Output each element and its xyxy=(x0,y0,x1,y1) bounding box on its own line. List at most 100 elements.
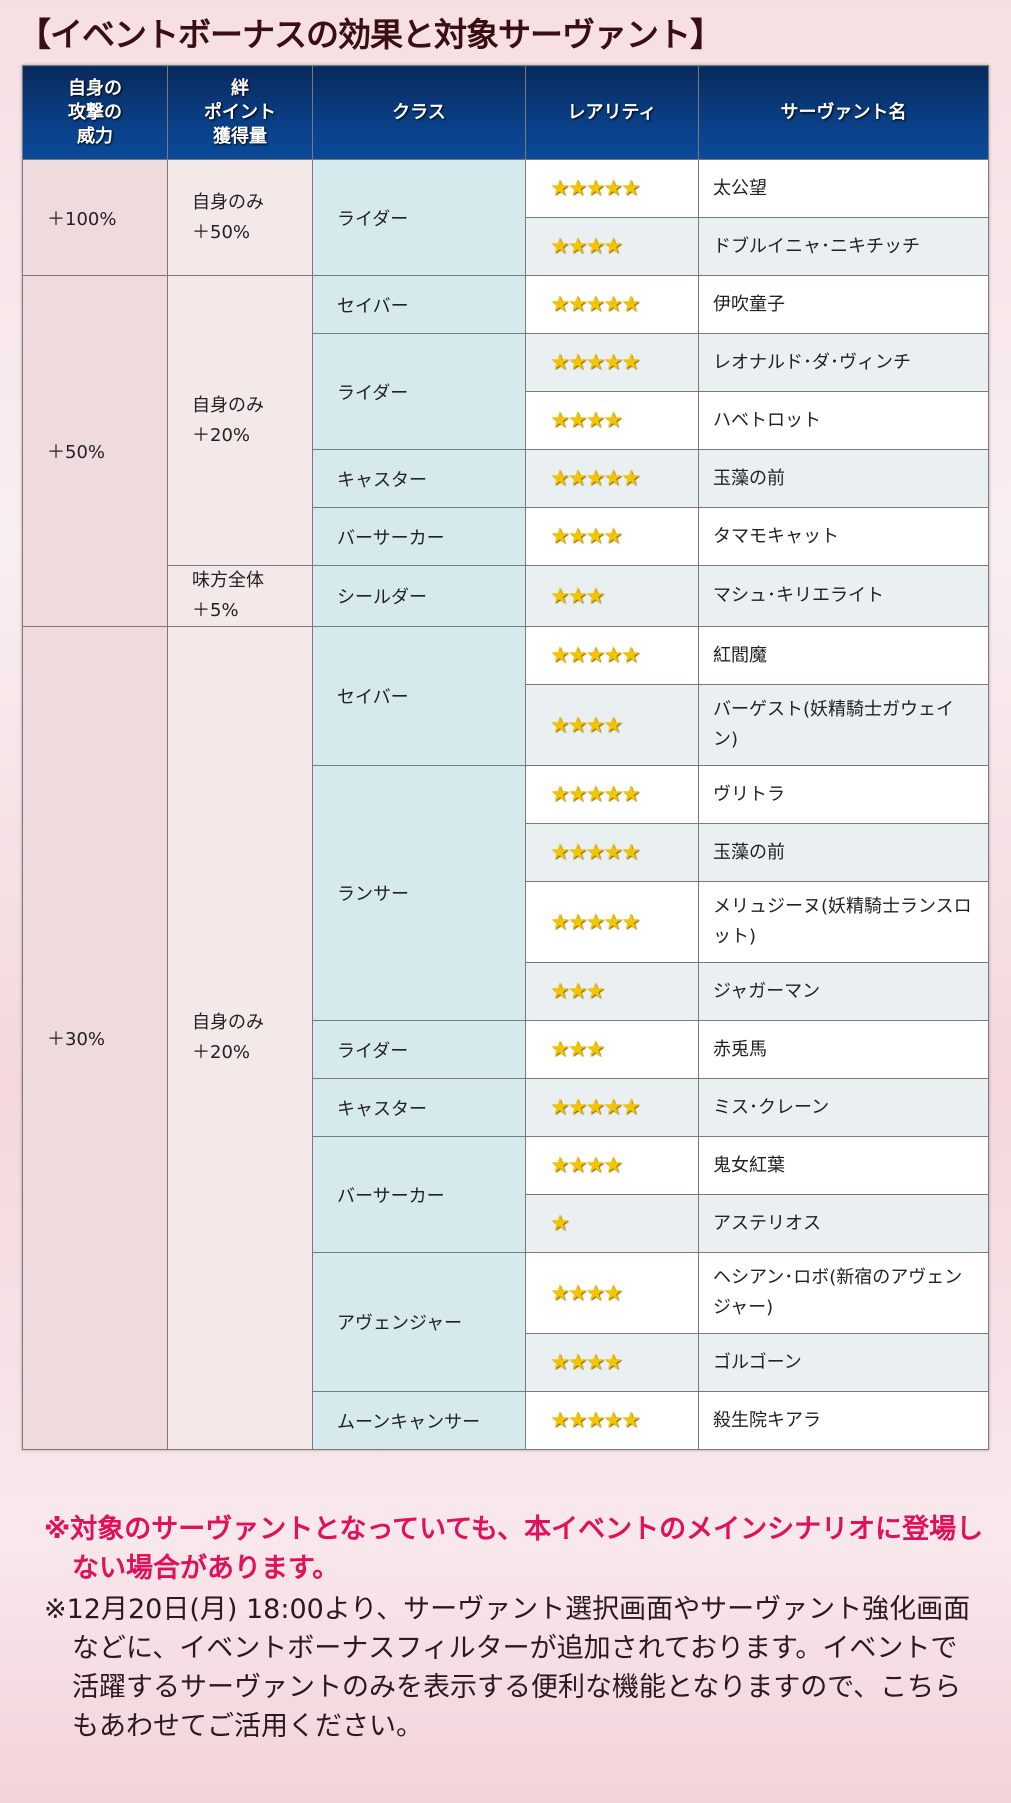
star-icon: ★ xyxy=(585,979,605,1004)
star-icon: ★ xyxy=(567,1350,588,1375)
star-icon: ★ xyxy=(603,408,623,433)
star-icon: ★ xyxy=(585,1350,605,1375)
class-cell: バーサーカー xyxy=(312,1136,526,1253)
rarity-cell: ★★★★★ xyxy=(525,823,699,882)
star-icon: ★ xyxy=(603,1408,623,1433)
table-row: ＋100% 自身のみ ＋50% ライダー ★★★★★ 太公望 xyxy=(22,159,989,276)
rarity-cell: ★★★★★ xyxy=(525,275,699,334)
warning-note: ※対象のサーヴァントとなっていても、本イベントのメインシナリオに登場しない場合が… xyxy=(44,1514,984,1584)
star-icon: ★ xyxy=(585,1280,605,1306)
star-icon: ★ xyxy=(603,909,623,935)
star-icon: ★ xyxy=(585,1408,605,1433)
star-icon: ★ xyxy=(585,643,605,668)
star-icon: ★ xyxy=(603,292,623,317)
star-icon: ★ xyxy=(620,909,641,935)
star-icon: ★ xyxy=(603,782,623,807)
star-icon: ★ xyxy=(585,1095,605,1120)
header-servant-name: サーヴァント名 xyxy=(698,65,989,160)
star-icon: ★ xyxy=(603,524,623,549)
attack-bonus-cell: ＋30% xyxy=(22,626,168,1450)
attack-bonus-cell: ＋100% xyxy=(22,159,168,276)
star-icon: ★ xyxy=(585,909,605,935)
rarity-cell: ★★★★★ xyxy=(525,1391,699,1450)
servant-name-cell: ドブルイニャ･ニキチッチ xyxy=(698,217,989,276)
rarity-cell: ★★★★★ xyxy=(525,159,699,218)
servant-name-cell: 赤兎馬 xyxy=(698,1020,989,1079)
filter-note: ※12月20日(月) 18:00より、サーヴァント選択画面やサーヴァント強化画面… xyxy=(44,1594,971,1742)
rarity-cell: ★★★★ xyxy=(525,507,699,566)
table-row: ★★★★ ゴルゴーン xyxy=(23,1333,989,1392)
header-rarity: レアリティ xyxy=(525,65,699,160)
rarity-cell: ★★★★★ xyxy=(525,1078,699,1137)
header-attack: 自身の 攻撃の 威力 xyxy=(22,65,168,160)
table-row: ★ アステリオス xyxy=(23,1194,989,1253)
class-cell: バーサーカー xyxy=(312,507,526,566)
header-bond: 絆 ポイント 獲得量 xyxy=(167,65,313,160)
star-icon: ★ xyxy=(620,782,641,807)
rarity-cell: ★★★★ xyxy=(525,1136,699,1195)
star-icon: ★ xyxy=(567,1408,588,1433)
table-row: バーサーカー ★★★★ 鬼女紅葉 xyxy=(23,1136,989,1253)
star-icon: ★ xyxy=(550,1211,570,1236)
rarity-cell: ★★★★★ xyxy=(525,333,699,392)
table-row: ★★★★ ドブルイニャ･ニキチッチ xyxy=(23,217,989,276)
class-cell: ムーンキャンサー xyxy=(312,1391,526,1450)
table-row: バーサーカー ★★★★ タマモキャット xyxy=(23,507,989,566)
star-icon: ★ xyxy=(550,1350,570,1375)
star-icon: ★ xyxy=(550,909,570,935)
bond-bonus-cell: 味方全体 ＋5% xyxy=(167,565,313,627)
star-icon: ★ xyxy=(620,350,641,375)
star-icon: ★ xyxy=(550,782,570,807)
table-row: ＋50% 自身のみ ＋20% セイバー ★★★★★ 伊吹童子 xyxy=(22,275,989,627)
servant-name-cell: 紅閻魔 xyxy=(698,626,989,685)
table-header-row: 自身の 攻撃の 威力 絆 ポイント 獲得量 クラス レアリティ サーヴァント名 xyxy=(22,65,989,160)
star-icon: ★ xyxy=(620,176,641,201)
servant-name-cell: 玉藻の前 xyxy=(698,449,989,508)
star-icon: ★ xyxy=(567,840,588,865)
star-icon: ★ xyxy=(567,1153,588,1178)
star-icon: ★ xyxy=(550,979,570,1004)
star-icon: ★ xyxy=(603,1095,623,1120)
star-icon: ★ xyxy=(620,466,641,491)
star-icon: ★ xyxy=(550,176,570,201)
servant-name-cell: ジャガーマン xyxy=(698,962,989,1021)
servant-name-cell: ヘシアン･ロボ(新宿のアヴェンジャー) xyxy=(698,1252,989,1334)
class-cell: ランサー xyxy=(312,765,526,1021)
class-cell: シールダー xyxy=(312,565,526,627)
star-icon: ★ xyxy=(567,1037,588,1062)
star-icon: ★ xyxy=(585,292,605,317)
star-icon: ★ xyxy=(567,1280,588,1306)
star-icon: ★ xyxy=(585,782,605,807)
bonus-table: 自身の 攻撃の 威力 絆 ポイント 獲得量 クラス レアリティ サーヴァント名 … xyxy=(22,65,989,1450)
table-row: ＋30% 自身のみ ＋20% セイバー ★★★★★ 紅閻魔 xyxy=(22,626,989,1450)
table-row: ムーンキャンサー ★★★★★ 殺生院キアラ xyxy=(23,1391,989,1450)
star-icon: ★ xyxy=(585,408,605,433)
servant-name-cell: 太公望 xyxy=(698,159,989,218)
star-icon: ★ xyxy=(620,840,641,865)
star-icon: ★ xyxy=(585,234,605,259)
servant-name-cell: ミス･クレーン xyxy=(698,1078,989,1137)
star-icon: ★ xyxy=(603,643,623,668)
table-row: ★★★ ジャガーマン xyxy=(23,962,989,1021)
star-icon: ★ xyxy=(550,1408,570,1433)
bond-bonus-cell: 自身のみ ＋50% xyxy=(167,159,313,276)
star-icon: ★ xyxy=(620,1408,641,1433)
class-cell: キャスター xyxy=(312,1078,526,1137)
star-icon: ★ xyxy=(550,1153,570,1178)
rarity-cell: ★★★★ xyxy=(525,391,699,450)
star-icon: ★ xyxy=(585,466,605,491)
star-icon: ★ xyxy=(585,176,605,201)
star-icon: ★ xyxy=(567,234,588,259)
star-icon: ★ xyxy=(620,292,641,317)
star-icon: ★ xyxy=(567,292,588,317)
class-cell: アヴェンジャー xyxy=(312,1252,526,1392)
star-icon: ★ xyxy=(585,524,605,549)
servant-name-cell: ゴルゴーン xyxy=(698,1333,989,1392)
rarity-cell: ★★★★★ xyxy=(525,881,699,963)
star-icon: ★ xyxy=(550,292,570,317)
star-icon: ★ xyxy=(567,979,588,1004)
star-icon: ★ xyxy=(567,583,588,609)
star-icon: ★ xyxy=(550,1095,570,1120)
star-icon: ★ xyxy=(603,234,623,259)
rarity-cell: ★★★ xyxy=(525,1020,699,1079)
